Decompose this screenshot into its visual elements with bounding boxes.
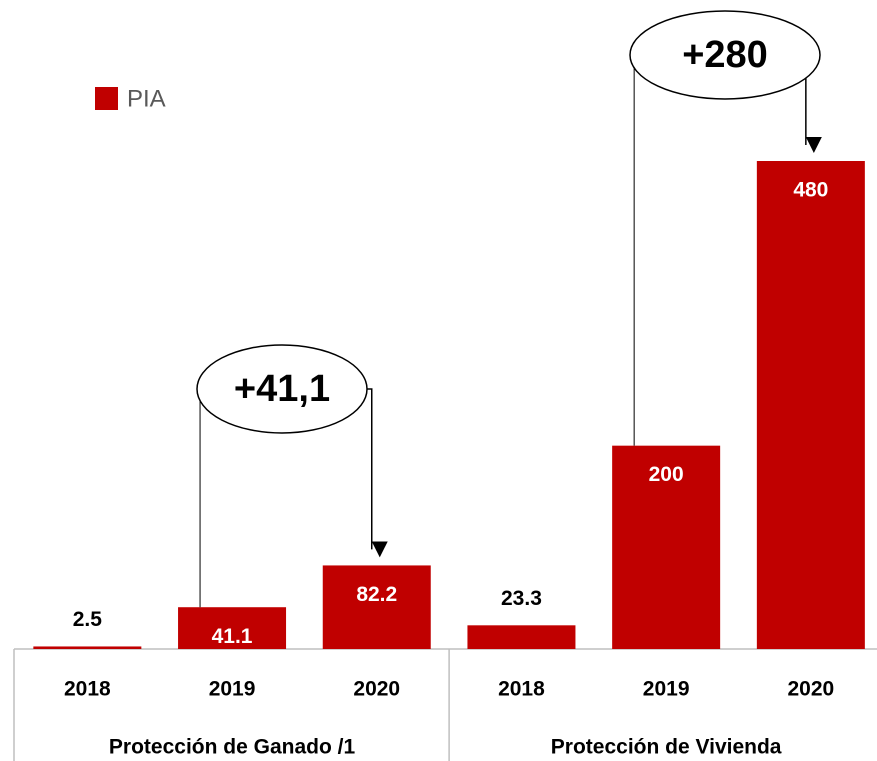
value-label: 41.1 [212, 625, 253, 648]
annotation-ellipse [196, 344, 368, 434]
x-tick-label: 2019 [643, 678, 690, 701]
bar [178, 607, 287, 649]
value-label: 200 [649, 463, 684, 486]
group-label: Protección de Ganado /1 [109, 736, 356, 759]
group-label: Protección de Vivienda [551, 736, 782, 759]
x-tick-label: 2020 [353, 678, 400, 701]
value-label: 2.5 [73, 608, 103, 631]
annotation-text: +41,1 [234, 368, 330, 410]
bar [322, 565, 431, 649]
annotation-ellipse [629, 10, 821, 100]
value-label: 23.3 [501, 587, 542, 610]
bar [612, 445, 721, 649]
x-tick-label: 2018 [64, 678, 111, 701]
x-tick-label: 2020 [787, 678, 834, 701]
annotation-text: +280 [682, 34, 768, 76]
bar [756, 161, 865, 649]
annotation-arrow [357, 388, 388, 558]
annotation-line [199, 382, 201, 608]
legend-swatch [95, 87, 118, 110]
x-tick-label: 2018 [498, 678, 545, 701]
bar [467, 625, 576, 649]
bar [33, 646, 142, 649]
value-label: 480 [793, 179, 828, 202]
value-label: 82.2 [356, 583, 397, 606]
x-tick-label: 2019 [209, 678, 256, 701]
legend-label: PIA [127, 85, 166, 112]
